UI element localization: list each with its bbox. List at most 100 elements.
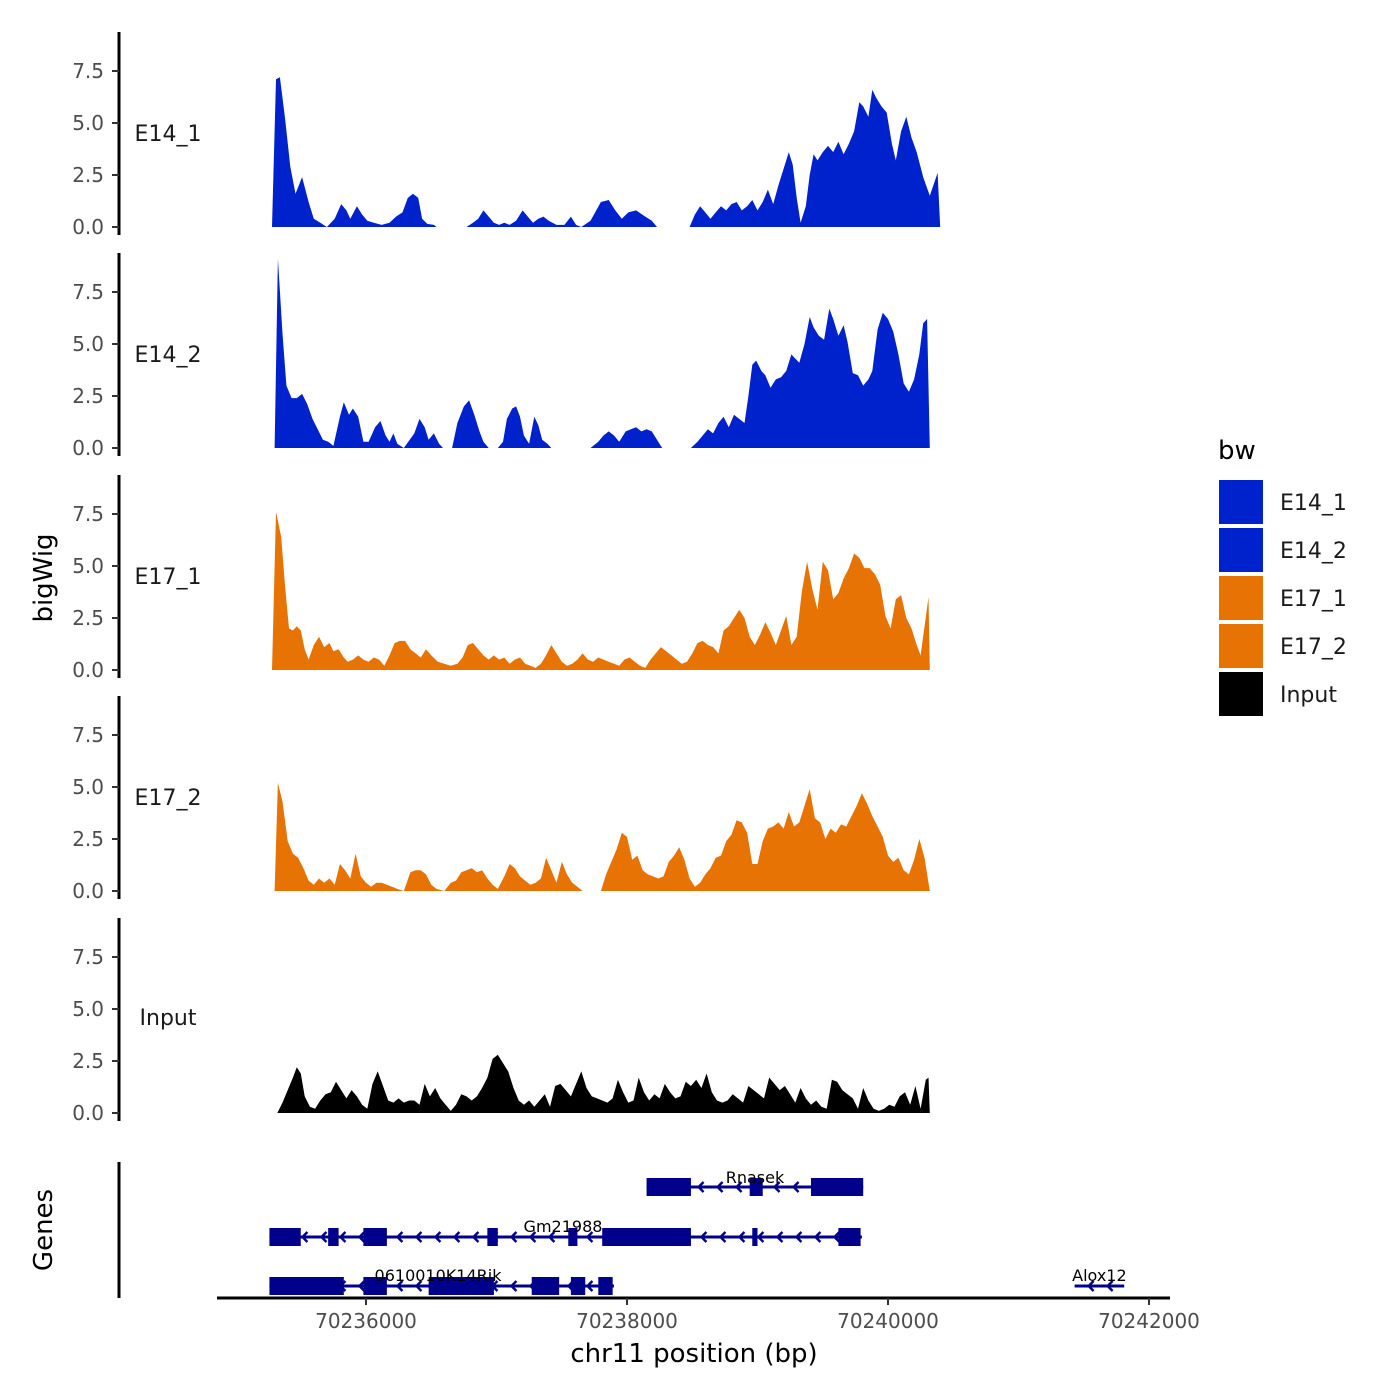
strand-arrow-icon (1105, 1280, 1114, 1292)
strand-arrow-icon (734, 1181, 743, 1193)
y-tick-label: 2.5 (72, 1049, 104, 1073)
y-tick-label: 0.0 (72, 658, 104, 682)
genes-axis-title: Genes (29, 1189, 59, 1271)
signal-area (272, 77, 941, 227)
y-tick-label: 5.0 (72, 332, 104, 356)
strand-arrow-icon (528, 1231, 537, 1243)
strand-arrow-icon (699, 1231, 708, 1243)
legend-label: E17_2 (1280, 635, 1347, 660)
x-tick-label: 70240000 (837, 1309, 939, 1333)
strand-arrow-icon (737, 1231, 746, 1243)
gene-exon (838, 1228, 861, 1246)
strand-arrow-icon (357, 1231, 366, 1243)
track-label: E14_1 (135, 122, 202, 147)
gene-exon (752, 1228, 758, 1246)
gene-exon (269, 1277, 313, 1295)
gene-exon (531, 1277, 560, 1295)
y-tick-label: 0.0 (72, 879, 104, 903)
strand-arrow-icon (813, 1231, 822, 1243)
y-tick-label: 7.5 (72, 59, 104, 83)
gene-exon (269, 1228, 301, 1246)
legend-item: E17_2 (1219, 624, 1347, 668)
gene-rnasek: Rnasek (646, 1168, 864, 1196)
x-tick-label: 70236000 (315, 1309, 417, 1333)
strand-arrow-icon (772, 1181, 781, 1193)
x-tick-label: 70242000 (1098, 1309, 1200, 1333)
gene-exon (602, 1228, 691, 1246)
strand-arrow-icon (718, 1231, 727, 1243)
y-tick-label: 7.5 (72, 723, 104, 747)
strand-arrow-icon (433, 1231, 442, 1243)
y-tick-label: 7.5 (72, 502, 104, 526)
signal-area (274, 782, 930, 891)
strand-arrow-icon (357, 1280, 366, 1292)
y-tick-label: 5.0 (72, 775, 104, 799)
strand-arrow-icon (794, 1231, 803, 1243)
strand-arrow-icon (300, 1231, 309, 1243)
legend-item: Input (1219, 672, 1337, 716)
legend-label: E17_1 (1280, 587, 1347, 612)
strand-arrow-icon (696, 1181, 705, 1193)
gene-exon (598, 1277, 613, 1295)
gene-name-label: Rnasek (726, 1168, 785, 1187)
strand-arrow-icon (756, 1231, 765, 1243)
legend-swatch (1219, 576, 1263, 620)
strand-arrow-icon (585, 1231, 594, 1243)
legend-label: E14_2 (1280, 539, 1347, 564)
gene-name-label: Gm21988 (524, 1217, 603, 1236)
y-axis-title: bigWig (29, 533, 59, 622)
strand-arrow-icon (715, 1181, 724, 1193)
y-tick-label: 0.0 (72, 215, 104, 239)
gene-alox12: Alox12 (1072, 1266, 1127, 1292)
y-tick-label: 5.0 (72, 111, 104, 135)
legend-item: E17_1 (1219, 576, 1347, 620)
signal-tracks: 0.0 2.5 5.0 7.5 E14_1 0.0 2.5 5.0 7.5 E14_2 0.0 2.5… (72, 32, 941, 1125)
strand-arrow-icon (1086, 1280, 1095, 1292)
legend-swatch (1219, 672, 1263, 716)
strand-arrow-icon (509, 1231, 518, 1243)
gene-0610010k14rik: 0610010K14Rik (269, 1266, 614, 1295)
gene-exon (811, 1178, 864, 1196)
genes-panel: Genes Rnasek Gm21988 0610010K14Rik Alox12 (29, 1162, 1127, 1298)
legend-item: E14_1 (1219, 480, 1347, 524)
track-e17-1: 0.0 2.5 5.0 7.5 E17_1 (72, 475, 930, 682)
track-e14-2: 0.0 2.5 5.0 7.5 E14_2 (72, 253, 930, 460)
strand-arrow-icon (414, 1280, 423, 1292)
y-tick-label: 0.0 (72, 436, 104, 460)
signal-area (277, 1054, 930, 1113)
legend-item: E14_2 (1219, 528, 1347, 572)
legend-title: bw (1218, 436, 1256, 466)
strand-arrow-icon (452, 1231, 461, 1243)
track-e14-1: 0.0 2.5 5.0 7.5 E14_1 (72, 32, 941, 239)
gene-exon (428, 1277, 494, 1295)
y-tick-label: 7.5 (72, 280, 104, 304)
strand-arrow-icon (509, 1280, 518, 1292)
track-input: 0.0 2.5 5.0 7.5 Input (72, 918, 930, 1125)
x-tick-label: 70238000 (576, 1309, 678, 1333)
gene-exon (487, 1228, 498, 1246)
y-tick-label: 2.5 (72, 606, 104, 630)
legend-swatch (1219, 480, 1263, 524)
y-tick-label: 5.0 (72, 997, 104, 1021)
y-tick-label: 2.5 (72, 163, 104, 187)
x-axis-title: chr11 position (bp) (570, 1339, 817, 1369)
track-label: E14_2 (135, 343, 202, 368)
strand-arrow-icon (395, 1280, 404, 1292)
signal-area (272, 511, 930, 670)
y-tick-label: 2.5 (72, 384, 104, 408)
gene-exon (749, 1178, 763, 1196)
gene-name-label: 0610010K14Rik (375, 1266, 503, 1285)
strand-arrow-icon (547, 1231, 556, 1243)
legend-swatch (1219, 624, 1263, 668)
strand-arrow-icon (414, 1231, 423, 1243)
strand-arrow-icon (319, 1231, 328, 1243)
gene-exon (328, 1228, 339, 1246)
gene-exon (568, 1228, 578, 1246)
track-label: E17_2 (135, 786, 202, 811)
gene-name-label: Alox12 (1072, 1266, 1127, 1285)
strand-arrow-icon (791, 1181, 800, 1193)
gene-exon (363, 1228, 387, 1246)
legend-label: Input (1280, 683, 1337, 708)
gene-exon (363, 1277, 387, 1295)
